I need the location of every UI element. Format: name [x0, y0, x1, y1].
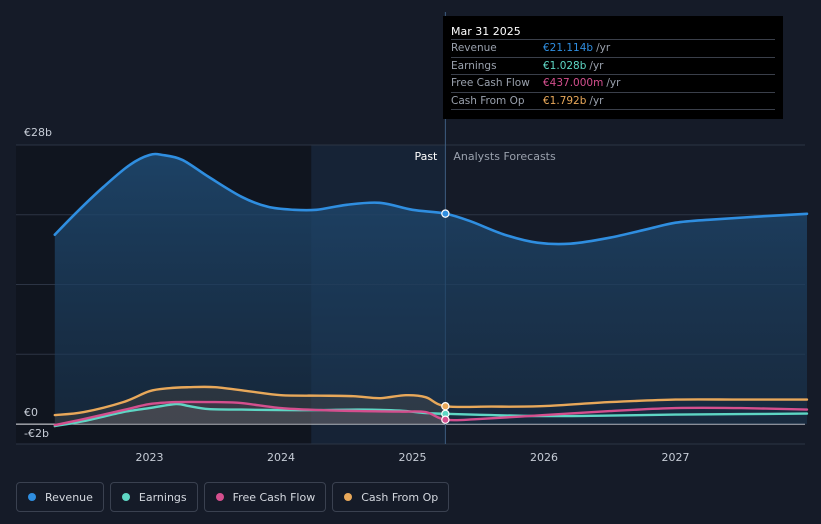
tooltip-row-label: Free Cash Flow — [451, 77, 530, 89]
legend-item-earnings[interactable]: Earnings — [109, 482, 198, 512]
y-axis-top-label: €28b — [24, 126, 52, 139]
x-tick-label: 2026 — [530, 451, 558, 464]
past-label: Past — [414, 150, 438, 163]
hover-tooltip: Mar 31 2025 Revenue €21.114b/yr Earnings €1… — [443, 16, 783, 119]
tooltip-row-unit: /yr — [606, 77, 621, 89]
tooltip-row-label: Cash From Op — [451, 94, 525, 107]
tooltip-row-value: €1.792b — [543, 94, 587, 107]
legend-dot-icon — [344, 493, 353, 501]
tooltip-row-unit: /yr — [589, 94, 604, 107]
x-tick-label: 2025 — [399, 451, 427, 464]
legend-item-cash-from-op[interactable]: Cash From Op — [332, 482, 450, 512]
earnings-line — [53, 402, 809, 428]
legend-label: Free Cash Flow — [232, 490, 316, 504]
tooltip-row: Earnings €1.028b/yr — [451, 58, 775, 75]
forecast-label: Analysts Forecasts — [453, 150, 556, 163]
tooltip-row: Cash From Op €1.792b/yr — [451, 93, 775, 110]
axis-labels: €28b €0 -€2b Past Analysts Forecasts — [24, 126, 556, 440]
legend-item-revenue[interactable]: Revenue — [16, 482, 104, 512]
free-cash-flow-marker — [441, 415, 450, 424]
tooltip-row-label: Earnings — [451, 59, 497, 72]
x-tick-label: 2023 — [136, 451, 164, 464]
y-axis-zero-label: €0 — [24, 406, 38, 419]
tooltip-row-value: €1.028b — [543, 59, 587, 72]
tooltip-row-value: €437.000m — [543, 77, 604, 89]
legend-label: Cash From Op — [361, 490, 439, 504]
series-lines — [53, 152, 809, 428]
x-tick-label: 2024 — [267, 451, 295, 464]
legend-item-free-cash-flow[interactable]: Free Cash Flow — [203, 482, 327, 512]
free-cash-flow-line — [53, 400, 809, 427]
tooltip-date: Mar 31 2025 — [451, 23, 775, 40]
chart-legend: Revenue Earnings Free Cash Flow Cash From O… — [16, 482, 450, 512]
x-axis-ticks: 2023 2024 2025 2026 2027 — [136, 451, 690, 464]
revenue-line — [53, 152, 809, 246]
tooltip-row-label: Revenue — [451, 42, 497, 54]
tooltip-markers — [441, 209, 450, 424]
tooltip-rows: Revenue €21.114b/yr Earnings €1.028b/yr Free… — [451, 40, 775, 110]
tooltip-row: Free Cash Flow €437.000m/yr — [451, 75, 775, 93]
tooltip-row-value: €21.114b — [543, 42, 594, 54]
x-tick-label: 2027 — [662, 451, 690, 464]
revenue-marker — [441, 209, 450, 218]
cash-from-op-marker — [441, 402, 450, 411]
tooltip-row-unit: /yr — [596, 42, 611, 54]
legend-dot-icon — [28, 493, 36, 501]
tooltip-row-unit: /yr — [589, 59, 604, 72]
cash-from-op-line — [53, 385, 809, 417]
legend-label: Revenue — [45, 490, 93, 504]
tooltip-row: Revenue €21.114b/yr — [451, 40, 775, 58]
earnings-area — [54, 404, 446, 427]
revenue-area — [54, 154, 808, 425]
legend-label: Earnings — [138, 490, 187, 504]
legend-dot-icon — [121, 493, 130, 501]
legend-dot-icon — [215, 493, 224, 501]
y-axis-bottom-label: -€2b — [24, 427, 49, 440]
